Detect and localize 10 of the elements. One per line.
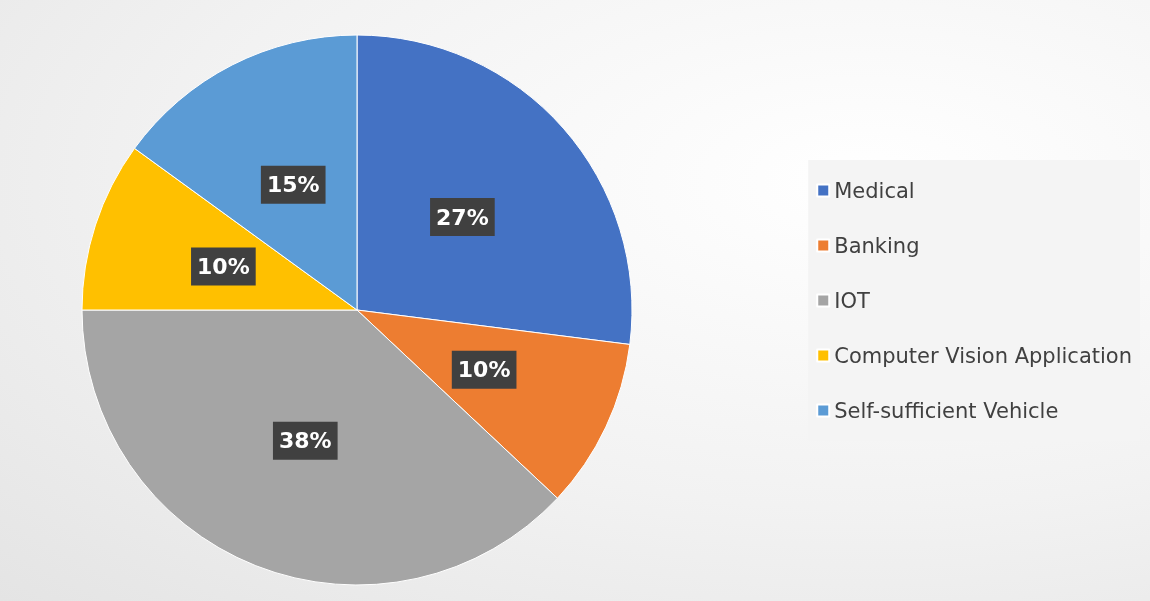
data-label: 10% xyxy=(457,357,511,383)
legend-label: Computer Vision Application xyxy=(834,343,1133,368)
legend-label: IOT xyxy=(834,288,870,313)
legend-label: Banking xyxy=(834,233,920,258)
data-label: 10% xyxy=(197,254,250,280)
legend-label: Medical xyxy=(834,178,915,203)
data-label: 15% xyxy=(266,172,320,198)
data-label: 38% xyxy=(278,428,332,454)
data-label: 27% xyxy=(436,204,489,230)
legend-label: Self-sufficient Vehicle xyxy=(834,398,1059,423)
